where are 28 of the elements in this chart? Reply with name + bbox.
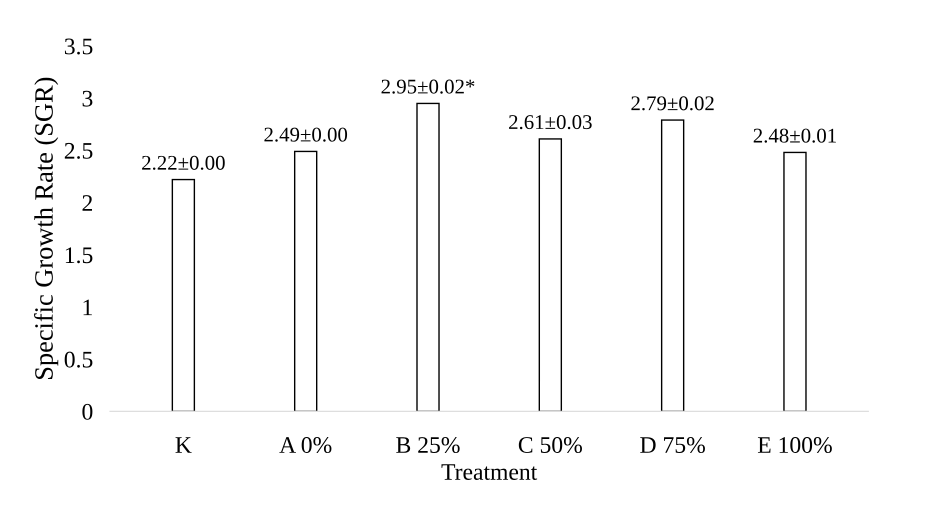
- y-tick-label: 2: [82, 195, 92, 211]
- y-tick-label: 0: [82, 404, 92, 420]
- bar: [538, 138, 562, 412]
- y-tick-label: 3: [82, 90, 92, 107]
- x-tick-label: B 25%: [396, 437, 460, 454]
- x-tick-label: E 100%: [758, 437, 832, 454]
- data-label: 2.95±0.02*: [382, 80, 474, 94]
- x-tick-label: A 0%: [279, 437, 332, 454]
- bar: [660, 119, 684, 412]
- bar: [416, 102, 440, 412]
- x-axis-title: Treatment: [442, 464, 538, 480]
- bar: [294, 150, 318, 412]
- x-tick-label: D 75%: [640, 437, 705, 454]
- bar: [783, 152, 807, 412]
- y-axis-title: Specific Growth Rate (SGR): [34, 78, 58, 379]
- data-label: 2.48±0.01: [754, 128, 836, 143]
- y-tick-label: 3.5: [64, 38, 92, 55]
- x-tick-label: K: [176, 437, 192, 453]
- x-tick-label: C 50%: [518, 437, 582, 454]
- bar: [172, 178, 196, 412]
- y-tick-label: 2.5: [64, 142, 92, 159]
- data-label: 2.22±0.00: [142, 156, 225, 170]
- data-label: 2.49±0.00: [264, 128, 348, 142]
- y-tick-label: 0.5: [64, 352, 92, 368]
- data-label: 2.79±0.02: [631, 96, 714, 110]
- data-label: 2.61±0.03: [509, 115, 592, 130]
- y-tick-label: 1: [84, 300, 92, 316]
- y-tick-label: 1.5: [66, 247, 92, 264]
